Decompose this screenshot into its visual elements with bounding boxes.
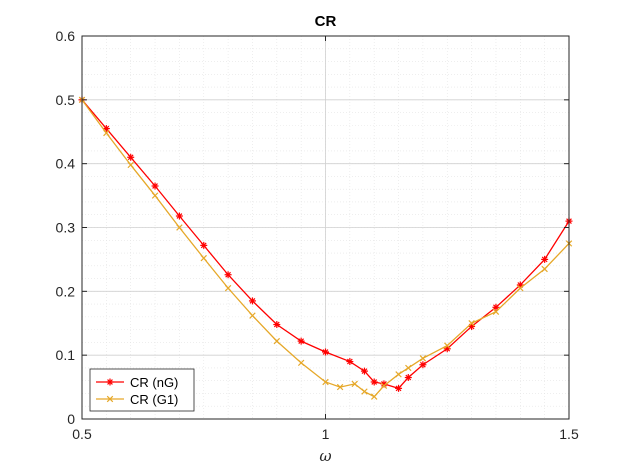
legend-entry: CR (nG) [96,375,178,390]
data-point [517,284,524,292]
data-point [297,337,305,345]
data-point [419,361,427,369]
y-tick-label: 0.4 [56,156,76,172]
data-point [444,342,451,349]
data-point [151,182,159,190]
data-point [297,359,305,367]
data-point [273,337,281,345]
data-point [200,254,207,262]
data-point [360,367,368,375]
data-point [404,374,412,382]
x-tick-label: 1 [322,426,330,442]
data-point [127,153,135,161]
data-point [322,378,329,386]
data-point [405,364,412,372]
data-point [322,348,329,356]
y-tick-label: 0.3 [56,220,76,236]
data-point [249,312,256,319]
y-tick-label: 0.6 [56,28,76,44]
data-point [103,129,110,137]
data-point [370,378,378,386]
data-point [468,320,475,327]
series-layer [78,96,573,400]
data-point [541,265,548,273]
grid-lines [81,35,570,420]
x-tick-labels: 0.5 1 1.5 [72,426,579,442]
y-tick-label: 0.1 [56,347,76,363]
data-point [273,321,281,329]
legend-box [89,368,195,412]
chart-title: CR [315,13,337,30]
legend-label: CR (G1) [130,392,178,407]
data-point [248,297,256,305]
y-tick-label: 0 [67,411,75,427]
data-point [395,384,403,392]
legend-entry: CR (G1) [96,392,178,407]
legend: CR (nG) CR (G1) [89,368,195,412]
data-point [380,382,388,390]
legend-marker [106,395,114,403]
data-point [419,355,427,362]
data-point [200,241,208,249]
series-line [81,99,570,390]
legend-marker [106,378,114,386]
data-point [224,284,232,292]
y-tick-label: 0.5 [56,92,76,108]
data-point [541,255,549,263]
data-point [351,380,358,388]
data-point [492,303,500,311]
y-tick-label: 0.2 [56,283,76,299]
series-2 [78,96,573,400]
data-point [336,383,344,391]
legend-label: CR (nG) [130,375,178,390]
data-point [175,212,183,220]
x-tick-label: 0.5 [72,426,92,442]
data-point [361,388,368,395]
tick-marks [81,35,570,420]
x-axis-label: ω [319,447,331,465]
data-point [127,161,134,169]
data-point [492,308,500,315]
data-point [176,224,183,231]
data-point [346,358,354,366]
data-point [395,371,402,378]
y-tick-labels: 0 0.1 0.2 0.3 0.4 0.5 0.6 [56,28,76,427]
data-point [370,393,378,400]
data-point [151,192,159,199]
data-point [224,271,232,279]
x-tick-label: 1.5 [559,426,579,442]
